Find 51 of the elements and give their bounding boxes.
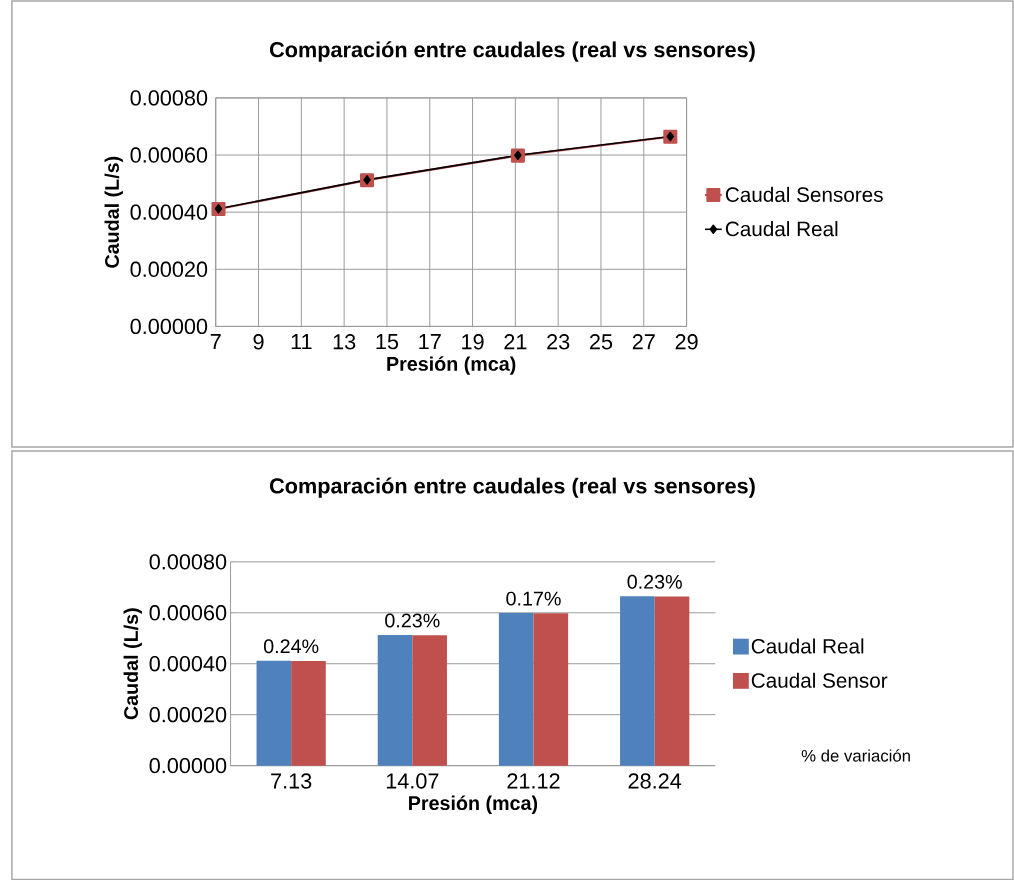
y-tick-label: 0.00000 bbox=[149, 757, 227, 774]
x-tick-label: 29 bbox=[675, 333, 698, 350]
y-tick-label: 0.00060 bbox=[149, 604, 227, 621]
x-axis-title: Presión (mca) bbox=[409, 795, 538, 814]
y-tick-label: 0.00080 bbox=[149, 553, 227, 570]
bar bbox=[291, 660, 326, 766]
bar bbox=[412, 635, 447, 766]
y-tick-label: 0.00020 bbox=[149, 706, 227, 723]
bar bbox=[377, 634, 413, 766]
y-tick-label: 0.00040 bbox=[130, 204, 208, 220]
x-tick-label: 27 bbox=[632, 333, 655, 350]
x-tick-label: 23 bbox=[547, 333, 570, 350]
x-tick-label: 21.12 bbox=[507, 773, 560, 789]
x-tick-label: 11 bbox=[291, 333, 312, 349]
x-tick-label: 13 bbox=[333, 333, 356, 350]
x-tick-label: 7.13 bbox=[271, 773, 312, 789]
legend-label: Caudal Sensores bbox=[725, 186, 883, 202]
text: % de variación bbox=[801, 749, 910, 762]
annotation: 0.24% bbox=[263, 639, 319, 654]
x-tick-label: 25 bbox=[590, 333, 613, 350]
legend-label: Caudal Sensor bbox=[751, 672, 888, 688]
legend-label: Caudal Real bbox=[725, 220, 838, 237]
y-tick-label: 0.00060 bbox=[130, 147, 208, 163]
y-tick-label: 0.00040 bbox=[149, 655, 227, 672]
y-tick-label: 0.00000 bbox=[130, 318, 208, 334]
y-tick-label: 0.00080 bbox=[130, 90, 208, 106]
chart-title: Comparación entre caudales (real vs sensores) bbox=[269, 477, 755, 498]
bar bbox=[654, 596, 690, 766]
annotation: 0.17% bbox=[506, 591, 561, 606]
annotation: 0.23% bbox=[385, 613, 440, 628]
x-tick-label: 7 bbox=[210, 333, 221, 349]
bar bbox=[498, 612, 534, 766]
bar bbox=[620, 596, 655, 766]
point bbox=[514, 150, 522, 160]
x-tick-label: 19 bbox=[462, 333, 484, 350]
y-axis-title: Caudal (L/s) bbox=[104, 156, 123, 268]
bar bbox=[256, 660, 292, 766]
legend-label: Caudal Real bbox=[751, 638, 864, 654]
annotation: 0.23% bbox=[627, 574, 682, 589]
x-tick-label: 17 bbox=[419, 333, 441, 349]
point bbox=[363, 174, 371, 185]
x-axis-title: Presión (mca) bbox=[387, 356, 516, 375]
bar bbox=[533, 613, 569, 766]
y-tick-label: 0.00020 bbox=[130, 261, 208, 277]
x-tick-label: 9 bbox=[253, 333, 264, 350]
x-tick-label: 14.07 bbox=[386, 773, 439, 789]
x-tick-label: 21 bbox=[504, 333, 527, 350]
y-axis-title: Caudal (L/s) bbox=[123, 608, 142, 720]
chart-title: Comparación entre caudales (real vs sensores) bbox=[269, 41, 755, 62]
x-tick-label: 28.24 bbox=[628, 773, 682, 789]
x-tick-label: 15 bbox=[376, 333, 399, 350]
